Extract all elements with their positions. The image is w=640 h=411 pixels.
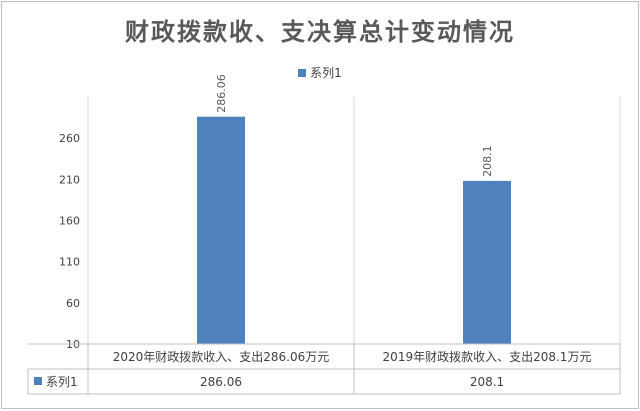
y-tick-label: 210 bbox=[59, 173, 80, 186]
bar bbox=[463, 180, 511, 344]
x-category-label: 2020年财政拨款收入、支出286.06万元 bbox=[113, 350, 330, 364]
y-tick-label: 260 bbox=[59, 132, 80, 145]
data-label: 286.06 bbox=[215, 74, 228, 113]
legend-swatch bbox=[298, 69, 307, 77]
table-series-name: 系列1 bbox=[46, 375, 78, 389]
bar bbox=[197, 116, 245, 344]
y-tick-label: 60 bbox=[66, 297, 80, 310]
data-label: 208.1 bbox=[481, 145, 494, 177]
chart-title: 财政拨款收、支决算总计变动情况 bbox=[125, 17, 515, 46]
y-tick-label: 110 bbox=[59, 256, 80, 269]
table-value: 286.06 bbox=[200, 375, 242, 389]
table-legend-swatch bbox=[34, 377, 42, 385]
y-tick-label: 160 bbox=[59, 215, 80, 228]
legend: 系列1 bbox=[2, 64, 638, 81]
legend-label: 系列1 bbox=[310, 66, 342, 80]
x-category-label: 2019年财政拨款收入、支出208.1万元 bbox=[383, 350, 592, 364]
table-value: 208.1 bbox=[470, 375, 504, 389]
